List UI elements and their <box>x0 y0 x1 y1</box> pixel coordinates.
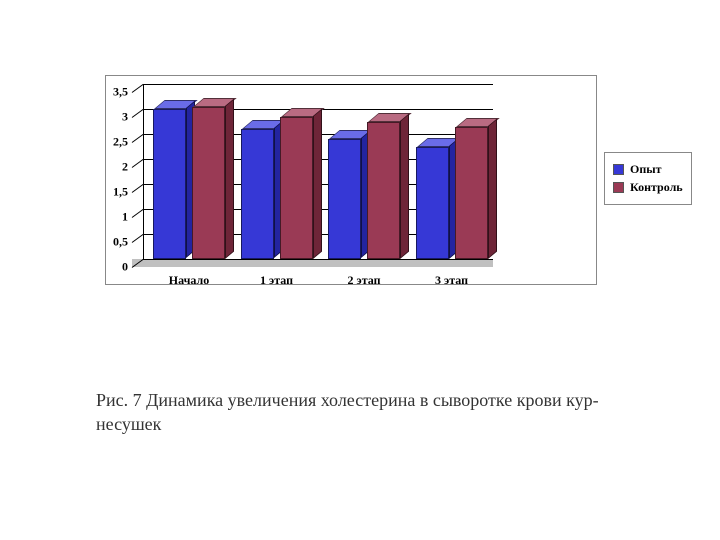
y-tick-label: 0,5 <box>113 235 128 250</box>
bar-Контроль <box>192 107 225 260</box>
y-tick-label: 2 <box>122 160 128 175</box>
y-tick-label: 3 <box>122 110 128 125</box>
bar-group-layer <box>132 84 493 267</box>
bar-Опыт <box>328 139 361 259</box>
bar-Контроль <box>455 127 488 260</box>
bar-Контроль <box>367 122 400 260</box>
x-tick-label: 2 этап <box>348 273 381 288</box>
bar-Опыт <box>241 129 274 259</box>
y-tick-label: 3,5 <box>113 85 128 100</box>
bar-Контроль <box>280 117 313 260</box>
figure-caption: Рис. 7 Динамика увеличения холестерина в… <box>96 388 636 437</box>
legend-label: Контроль <box>630 180 683 195</box>
x-tick-label: 1 этап <box>260 273 293 288</box>
x-tick-label: 3 этап <box>435 273 468 288</box>
legend-swatch <box>613 164 624 175</box>
bar-Опыт <box>153 109 186 259</box>
y-tick-label: 1 <box>122 210 128 225</box>
x-tick-label: Начало <box>169 273 209 288</box>
y-tick-label: 0 <box>122 260 128 275</box>
chart-container: 0 0,5 1 1,5 2 2,5 3 3,5 Начало 1 этап 2 этап 3 эта… <box>105 75 597 285</box>
legend-item: Опыт <box>613 162 683 177</box>
legend-item: Контроль <box>613 180 683 195</box>
legend-swatch <box>613 182 624 193</box>
y-tick-label: 1,5 <box>113 185 128 200</box>
y-tick-label: 2,5 <box>113 135 128 150</box>
legend: Опыт Контроль <box>604 152 692 205</box>
bar-Опыт <box>416 147 449 260</box>
plot-area: 00,511,522,533,5 Начало1 этап2 этап3 эта… <box>132 84 493 267</box>
legend-label: Опыт <box>630 162 662 177</box>
